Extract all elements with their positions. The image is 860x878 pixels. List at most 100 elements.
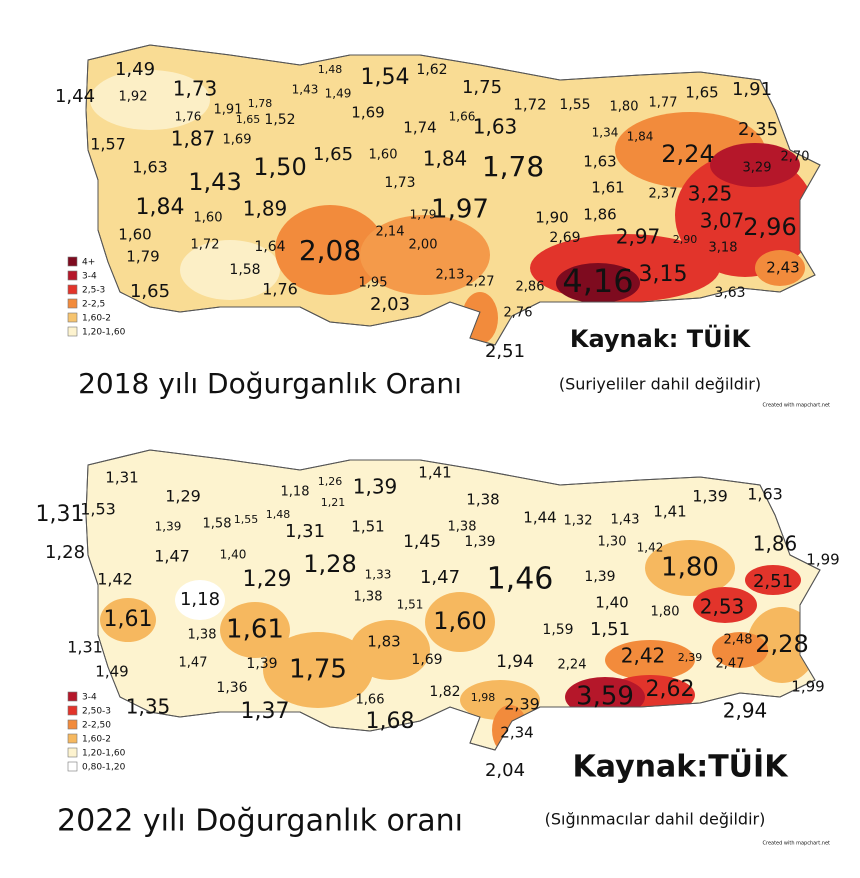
legend-swatch [67,298,78,309]
province-value: 2,28 [755,630,808,658]
legend-label: 3-4 [82,693,97,703]
province-value: 1,58 [229,262,260,278]
legend-swatch [67,705,78,716]
map-shape [85,44,821,346]
province-value: 1,21 [321,496,346,509]
province-value: 1,72 [513,96,546,114]
province-value: 1,48 [266,508,291,521]
legend-label: 2-2,50 [82,721,111,731]
province-value: 1,43 [611,513,640,528]
province-value: 4,16 [562,262,633,300]
region [220,602,290,658]
province-value: 1,84 [627,130,654,144]
province-value: 3,07 [700,209,745,233]
province-value: 1,61 [226,615,284,645]
province-value: 2,51 [753,571,793,592]
province-value: 1,86 [583,206,616,224]
province-value: 1,76 [262,280,298,299]
province-value: 1,54 [361,65,410,90]
province-value: 1,83 [367,633,400,651]
legend-swatch [67,761,78,772]
province-value: 2,86 [516,280,545,295]
province-value: 1,65 [236,113,261,126]
region [675,153,815,277]
legend-swatch [67,326,78,337]
province-value: 1,36 [216,680,247,696]
legend-label: 2,5-3 [82,286,105,296]
province-value: 1,66 [356,693,385,708]
province-value: 1,76 [175,110,202,124]
province-value: 2,42 [621,644,666,668]
map: 1,491,44 1,92 1,731,76 1,91 1,781,65 1,521,48… [55,44,830,409]
region [263,632,373,708]
region [710,143,800,187]
province-value: 1,60 [369,148,398,163]
province-value: 1,69 [411,652,442,668]
province-value: 1,55 [559,97,590,113]
province-value: 1,77 [649,96,678,111]
legend-swatch [67,312,78,323]
province-value: 2,53 [700,595,745,619]
province-value: 1,98 [471,691,496,704]
region [556,263,640,303]
province-value: 2,62 [646,677,695,702]
regions [90,70,815,344]
province-value: 1,79 [126,248,159,266]
province-value: 1,99 [791,678,824,696]
province-value: 1,18 [281,485,310,500]
province-value: 2,08 [299,234,361,267]
province-value: 3,29 [743,161,772,176]
province-value: 1,73 [173,77,218,101]
map: 1,311,311,531,29 1,181,261,211,391,411,48… [36,449,840,847]
credit: Created with mapchart.net [763,841,831,847]
province-value: 1,75 [289,655,347,685]
province-value: 1,74 [403,119,436,137]
province-value: 1,92 [119,90,148,105]
province-value: 1,38 [466,491,499,509]
province-value: 1,52 [264,112,295,128]
province-value: 1,47 [179,656,208,671]
province-value: 1,63 [583,153,616,171]
province-value: 1,84 [423,147,468,171]
province-value: 2,94 [723,699,768,723]
province-value: 3,63 [714,285,745,301]
legend-swatch [67,270,78,281]
province-value: 2,24 [558,658,587,673]
province-value: 1,42 [97,570,133,589]
province-value: 1,41 [418,464,451,482]
legend-label: 1,20-1,60 [82,749,126,759]
province-value: 1,68 [366,709,415,734]
province-value: 1,41 [653,503,686,521]
province-value: 1,29 [165,487,201,506]
province-value: 1,42 [637,541,664,555]
province-value: 1,39 [464,534,495,550]
province-value: 2,47 [716,657,745,672]
region [605,640,695,680]
province-value: 1,43 [292,83,319,97]
province-value: 1,47 [154,547,190,566]
map-shape [85,449,821,751]
province-value: 3,15 [639,262,688,287]
province-value: 3,59 [576,682,634,712]
map-note: (Sığınmacılar dahil değildir) [545,810,766,829]
province-value: 2,00 [409,238,438,253]
province-value: 1,90 [535,209,568,227]
province-value: 2,97 [616,225,661,249]
province-value: 1,39 [155,520,182,534]
province-value: 1,97 [431,195,489,225]
province-value: 2,37 [649,187,678,202]
province-value: 1,89 [243,197,288,221]
province-value: 1,87 [171,127,216,151]
province-value: 2,27 [466,275,495,290]
source: Kaynak: TÜİK [570,323,752,353]
province-value: 1,61 [104,607,153,632]
province-value: 2,76 [504,306,533,321]
province-value: 1,73 [384,175,415,191]
province-value: 1,49 [115,59,155,80]
province-value: 1,51 [590,619,630,640]
regions [100,540,817,750]
province-value: 1,80 [610,100,639,115]
region [275,205,385,295]
province-value: 1,35 [126,695,171,719]
province-value: 1,75 [462,77,502,98]
